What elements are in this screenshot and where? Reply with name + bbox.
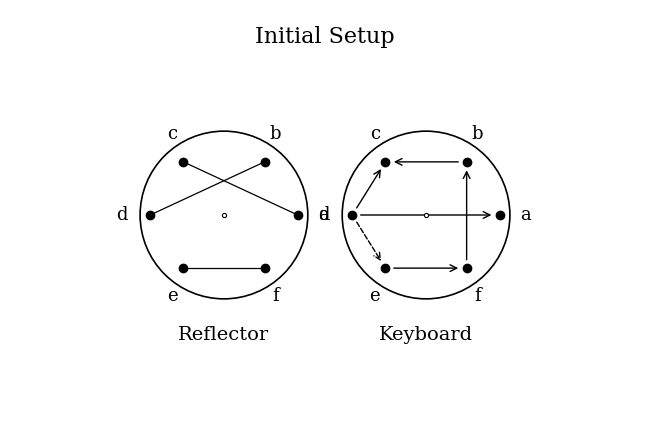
Text: Initial Setup: Initial Setup bbox=[255, 25, 395, 48]
Text: c: c bbox=[168, 125, 177, 143]
Text: b: b bbox=[472, 125, 483, 143]
Text: f: f bbox=[474, 287, 481, 305]
Text: Reflector: Reflector bbox=[178, 326, 270, 344]
Text: a: a bbox=[318, 206, 329, 224]
Text: e: e bbox=[167, 287, 178, 305]
Text: d: d bbox=[116, 206, 128, 224]
Text: c: c bbox=[370, 125, 380, 143]
Text: e: e bbox=[369, 287, 380, 305]
Text: f: f bbox=[272, 287, 279, 305]
Text: a: a bbox=[520, 206, 531, 224]
Text: b: b bbox=[270, 125, 281, 143]
Text: d: d bbox=[318, 206, 330, 224]
Text: Keyboard: Keyboard bbox=[379, 326, 473, 344]
